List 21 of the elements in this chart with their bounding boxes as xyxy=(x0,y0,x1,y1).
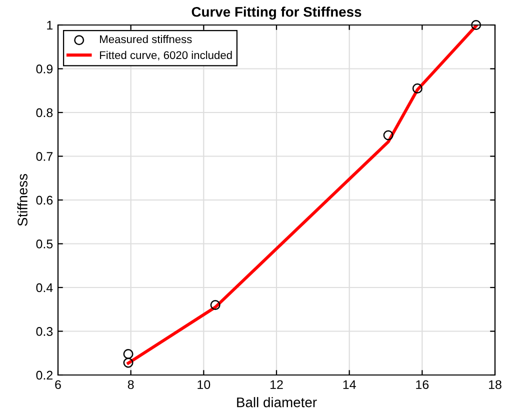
y-tick-label: 0.7 xyxy=(36,152,53,161)
y-axis-title: Stiffness xyxy=(17,174,28,226)
y-tick-label: 0.6 xyxy=(36,196,53,205)
x-axis-title: Ball diameter xyxy=(237,397,317,408)
x-tick-label: 14 xyxy=(343,380,356,389)
y-tick-label: 0.9 xyxy=(36,64,53,74)
chart-title: Curve Fitting for Stiffness xyxy=(192,6,362,20)
x-tick-label: 16 xyxy=(416,380,429,390)
x-tick-label: 8 xyxy=(128,380,134,390)
y-tick-label: 1 xyxy=(47,20,53,30)
x-tick-label: 10 xyxy=(198,380,210,390)
y-tick-label: 0.2 xyxy=(36,370,53,380)
legend-label: Fitted curve, 6020 included xyxy=(100,50,232,60)
y-tick-label: 0.3 xyxy=(36,327,53,336)
legend-label: Measured stiffness xyxy=(100,35,192,44)
y-tick-label: 0.5 xyxy=(36,240,53,248)
y-tick-label: 0.4 xyxy=(36,283,53,292)
x-tick-label: 12 xyxy=(270,380,283,389)
x-tick-label: 18 xyxy=(489,380,502,390)
y-tick-label: 0.8 xyxy=(36,108,53,118)
x-tick-label: 6 xyxy=(55,380,61,390)
